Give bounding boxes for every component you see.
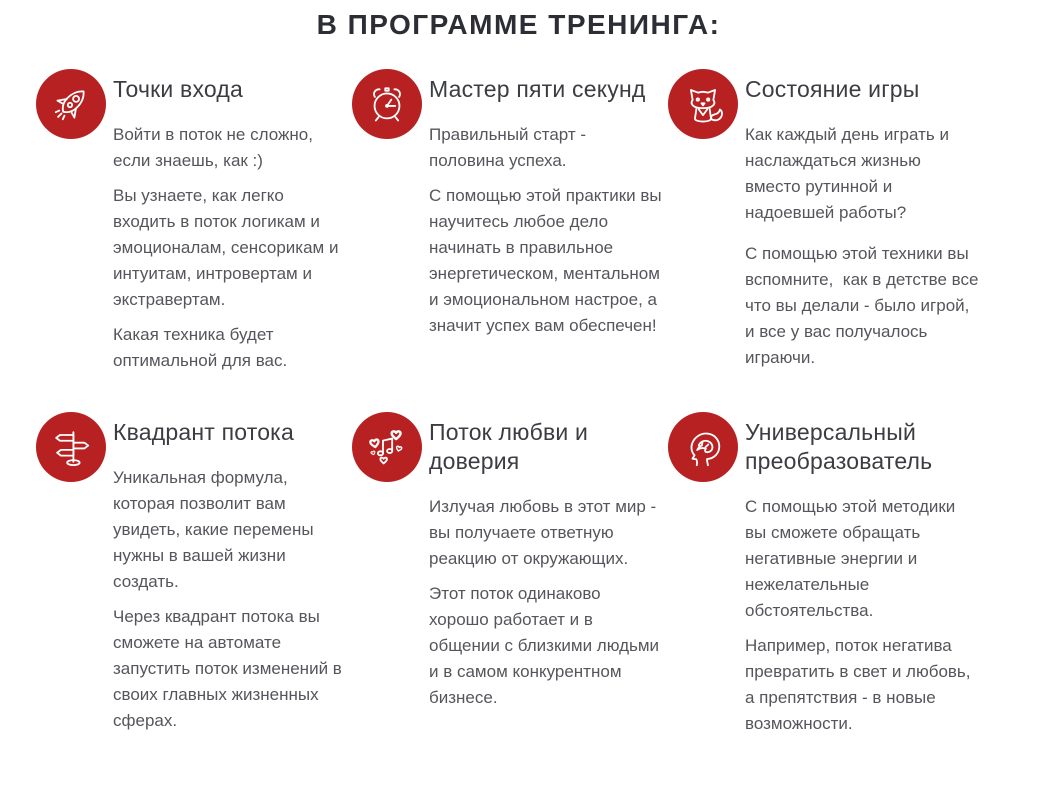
card-title: Состояние игры xyxy=(745,76,920,103)
card-paragraph: Этот поток одинаково хорошо работает и в… xyxy=(429,584,664,708)
card-content: Универсальный преобразователь С помощью … xyxy=(745,412,979,737)
card-content: Поток любви и доверия Излучая любовь в э… xyxy=(429,412,663,711)
card-content: Мастер пяти секунд Правильный старт - по… xyxy=(429,69,663,339)
card-paragraph: Через квадрант потока вы сможете на авто… xyxy=(113,607,347,731)
card-title: Квадрант потока xyxy=(113,419,294,446)
program-card: Квадрант потока Уникальная формула, кото… xyxy=(36,412,352,737)
program-card: Точки входа Войти в поток не сложно, есл… xyxy=(36,69,352,374)
card-content: Квадрант потока Уникальная формула, кото… xyxy=(113,412,347,734)
card-paragraph: Излучая любовь в этот мир - вы получаете… xyxy=(429,497,661,569)
card-paragraph: Какая техника будет оптимальной для вас. xyxy=(113,325,288,371)
fox-icon xyxy=(668,69,738,140)
card-title: Точки входа xyxy=(113,76,243,103)
signpost-icon xyxy=(36,412,106,483)
card-paragraph-spacer xyxy=(745,226,979,232)
card-content: Точки входа Войти в поток не сложно, есл… xyxy=(113,69,347,374)
card-paragraph: Уникальная формула, которая позволит вам… xyxy=(113,468,319,592)
hearts-icon xyxy=(352,412,422,483)
card-paragraph: С помощью этой методики вы сможете обращ… xyxy=(745,497,961,621)
card-paragraph: Правильный старт - половина успеха. xyxy=(429,125,591,171)
program-card: Мастер пяти секунд Правильный старт - по… xyxy=(352,69,668,374)
card-paragraph: Например, поток негатива превратить в св… xyxy=(745,636,976,734)
program-card: Универсальный преобразователь С помощью … xyxy=(668,412,984,737)
card-paragraph: С помощью этой практики вы научитесь люб… xyxy=(429,186,667,336)
card-paragraph: Как каждый день играть и наслаждаться жи… xyxy=(745,125,954,223)
program-grid: Точки входа Войти в поток не сложно, есл… xyxy=(36,69,984,737)
card-title: Мастер пяти секунд xyxy=(429,76,646,103)
card-title: Поток любви и доверия xyxy=(429,419,589,475)
card-paragraph: Войти в поток не сложно, если знаешь, ка… xyxy=(113,125,318,171)
card-content: Состояние игры Как каждый день играть и … xyxy=(745,69,979,371)
program-card: Поток любви и доверия Излучая любовь в э… xyxy=(352,412,668,737)
card-paragraph: Вы узнаете, как легко входить в поток ло… xyxy=(113,186,344,310)
alarm-clock-icon xyxy=(352,69,422,140)
card-paragraph: С помощью этой техники вы вспомните, как… xyxy=(745,244,984,368)
program-card: Состояние игры Как каждый день играть и … xyxy=(668,69,984,374)
card-title: Универсальный преобразователь xyxy=(745,419,933,475)
rocket-icon xyxy=(36,69,106,140)
page-title: В ПРОГРАММЕ ТРЕНИНГА: xyxy=(316,9,721,40)
brain-icon xyxy=(668,412,738,483)
